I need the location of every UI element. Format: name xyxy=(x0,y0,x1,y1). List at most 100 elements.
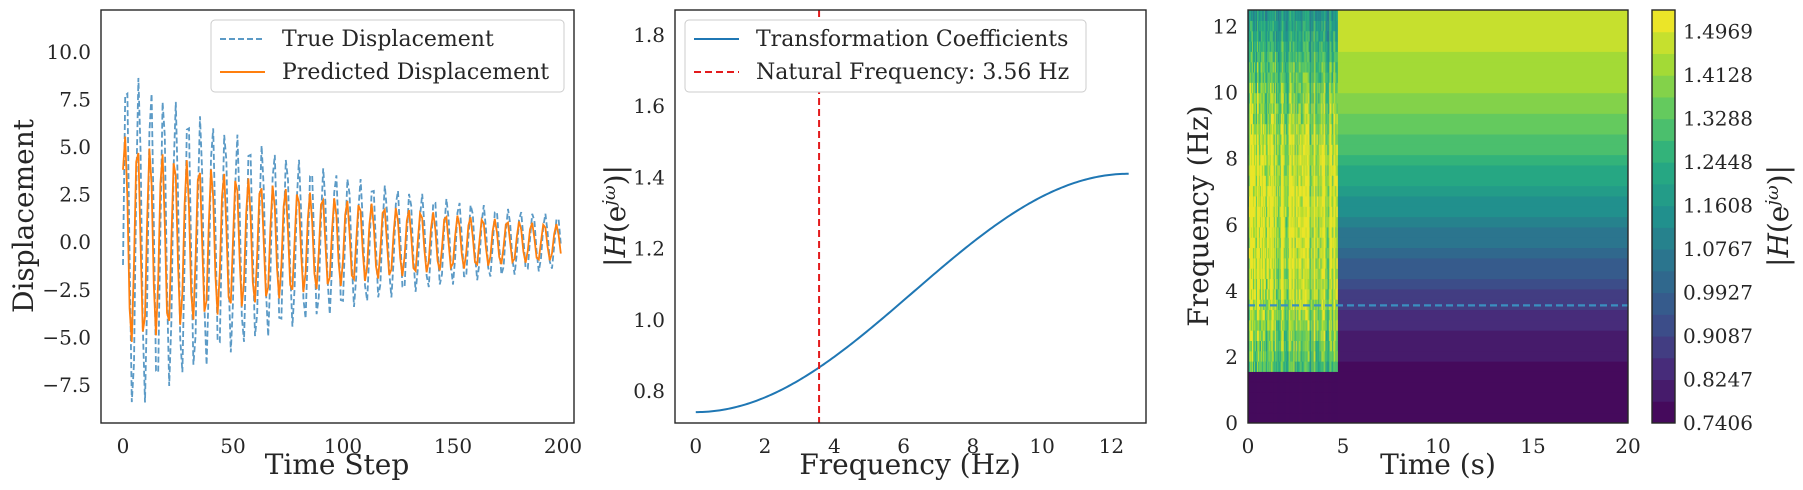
heatmap-cell xyxy=(1309,361,1312,372)
heatmap-cell xyxy=(1307,51,1310,63)
heatmap-cell xyxy=(1251,185,1254,197)
heatmap-cell xyxy=(1268,392,1271,403)
heatmap-cell xyxy=(1257,278,1260,290)
heatmap-cell xyxy=(1319,237,1322,249)
heatmap-cell xyxy=(1248,216,1250,228)
heatmap-cell xyxy=(1288,288,1291,300)
heatmap-cell xyxy=(1292,330,1295,341)
heatmap-cell xyxy=(1257,216,1260,228)
heatmap-cell xyxy=(1304,102,1307,114)
heatmap-cell xyxy=(1294,350,1297,362)
heatmap-cell xyxy=(1336,361,1338,372)
heatmap-cell xyxy=(1273,319,1276,331)
heatmap-cell xyxy=(1301,82,1304,94)
heatmap-cell xyxy=(1313,226,1316,238)
heatmap-cell xyxy=(1272,412,1275,423)
heatmap-cell xyxy=(1300,237,1303,249)
heatmap-cell xyxy=(1309,268,1312,280)
heatmap-cell xyxy=(1330,257,1332,269)
heatmap-cell xyxy=(1327,309,1329,321)
heatmap-cell xyxy=(1322,154,1325,166)
heatmap-cell xyxy=(1289,247,1292,259)
heatmap-cell xyxy=(1309,216,1312,228)
heatmap-cell xyxy=(1248,144,1250,156)
y-axis-label: Frequency (Hz) xyxy=(1182,105,1215,326)
heatmap-cell xyxy=(1253,392,1256,403)
heatmap-cell xyxy=(1284,392,1287,403)
heatmap-cell xyxy=(1322,144,1325,156)
heatmap-cell xyxy=(1285,20,1288,32)
heatmap-cell xyxy=(1276,412,1279,423)
heatmap-cell xyxy=(1320,392,1323,403)
heatmap-cell xyxy=(1248,361,1251,372)
heatmap-cell xyxy=(1276,299,1279,311)
heatmap-cell xyxy=(1250,319,1253,331)
heatmap-cell xyxy=(1263,30,1266,42)
heatmap-cell xyxy=(1258,20,1261,32)
heatmap-cell xyxy=(1266,71,1269,83)
heatmap-cell xyxy=(1279,164,1282,176)
heatmap-cell xyxy=(1265,268,1268,280)
heatmap-cell xyxy=(1277,30,1280,42)
heatmap-cell xyxy=(1314,392,1317,403)
heatmap-cell xyxy=(1283,144,1286,156)
heatmap-cell xyxy=(1323,216,1326,228)
heatmap-cell xyxy=(1248,40,1250,52)
heatmap-cell xyxy=(1322,92,1325,104)
heatmap-cell xyxy=(1249,237,1252,249)
heatmap-cell xyxy=(1301,154,1304,166)
heatmap-cell xyxy=(1334,144,1336,156)
heatmap-cell xyxy=(1255,288,1258,300)
heatmap-cell xyxy=(1248,71,1251,83)
heatmap-cell xyxy=(1278,412,1281,423)
heatmap-cell xyxy=(1264,102,1267,114)
heatmap-cell xyxy=(1304,164,1307,176)
heatmap-cell xyxy=(1327,237,1329,249)
heatmap-cell xyxy=(1301,92,1304,104)
heatmap-cell xyxy=(1256,299,1259,311)
heatmap-cell xyxy=(1263,123,1266,135)
heatmap-cell xyxy=(1314,195,1317,207)
heatmap-cell xyxy=(1323,102,1326,114)
heatmap-cell xyxy=(1267,371,1270,383)
heatmap-cell xyxy=(1286,392,1289,403)
heatmap-cell xyxy=(1305,20,1308,32)
heatmap-cell xyxy=(1283,226,1286,238)
heatmap-cell xyxy=(1298,226,1301,238)
heatmap-cell xyxy=(1253,123,1256,135)
heatmap-cell xyxy=(1281,226,1284,238)
heatmap-cell xyxy=(1309,154,1312,166)
heatmap-cell xyxy=(1265,185,1268,197)
heatmap-cell xyxy=(1270,195,1273,207)
heatmap-cell xyxy=(1306,278,1309,290)
heatmap-cell xyxy=(1266,82,1269,94)
heatmap-cell xyxy=(1267,412,1270,423)
heatmap-cell xyxy=(1332,92,1334,104)
heatmap-cell xyxy=(1248,175,1251,187)
heatmap-cell xyxy=(1301,247,1304,259)
heatmap-cell xyxy=(1328,133,1330,145)
heatmap-cell xyxy=(1292,113,1295,125)
heatmap-cell xyxy=(1248,402,1251,414)
y-tick-label: 0 xyxy=(1225,411,1238,435)
heatmap-cell xyxy=(1267,133,1270,145)
heatmap-cell xyxy=(1319,288,1322,300)
heatmap-cell xyxy=(1263,10,1266,21)
heatmap-cell xyxy=(1300,30,1303,42)
heatmap-cell xyxy=(1322,381,1325,393)
heatmap-cell xyxy=(1262,278,1265,290)
heatmap-cell xyxy=(1280,412,1283,423)
heatmap-cell xyxy=(1325,371,1327,383)
heatmap-cell xyxy=(1270,381,1273,393)
heatmap-cell xyxy=(1248,247,1251,259)
heatmap-cell xyxy=(1280,20,1283,32)
heatmap-cell xyxy=(1312,247,1315,259)
heatmap-cell xyxy=(1262,92,1265,104)
heatmap-cell xyxy=(1290,51,1293,63)
heatmap-cell xyxy=(1269,30,1272,42)
heatmap-cell xyxy=(1298,330,1301,341)
heatmap-cell xyxy=(1324,350,1326,362)
heatmap-cell xyxy=(1309,102,1312,114)
heatmap-cell xyxy=(1274,164,1277,176)
heatmap-cell xyxy=(1254,71,1257,83)
